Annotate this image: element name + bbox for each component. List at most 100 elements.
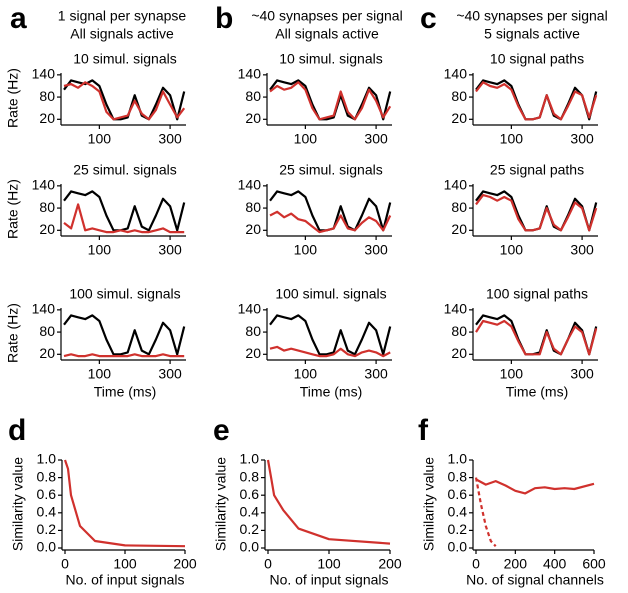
x-tick-label: 100 — [500, 242, 524, 258]
y-tick-label: 140 — [238, 177, 262, 193]
data-line — [63, 190, 186, 232]
x-axis-label: No. of signal channels — [466, 572, 604, 588]
x-tick-label: 100 — [294, 242, 318, 258]
x-tick-label: 300 — [570, 131, 594, 147]
y-tick-label: 140 — [444, 66, 468, 82]
data-line — [475, 190, 598, 232]
y-tick-label: 0.4 — [448, 504, 468, 520]
y-tick-label: 20 — [451, 110, 467, 126]
y-tick-label: 20 — [451, 345, 467, 361]
x-tick-label: 300 — [364, 366, 388, 382]
x-axis-label: Time (ms) — [300, 384, 362, 400]
data-line — [63, 203, 185, 234]
y-tick-label: 20 — [245, 110, 261, 126]
panel-heading: ~40 synapses per signal — [251, 8, 402, 24]
plot-title: 25 simul. signals — [73, 162, 177, 178]
panel-heading: All signals active — [275, 26, 379, 42]
y-tick-label: 0.8 — [448, 468, 468, 484]
y-tick-label: 0.0 — [448, 539, 468, 555]
y-tick-label: 1.0 — [448, 451, 468, 467]
y-tick-label: 20 — [245, 221, 261, 237]
data-line — [63, 79, 186, 121]
y-tick-label: 0.8 — [240, 468, 260, 484]
plot-title: 100 simul. signals — [275, 286, 386, 302]
x-tick-label: 100 — [88, 366, 112, 382]
y-tick-label: 0.2 — [448, 521, 468, 537]
y-tick-label: 80 — [245, 88, 261, 104]
data-line — [266, 459, 391, 545]
y-tick-label: 80 — [451, 88, 467, 104]
plot-title: 25 simul. signals — [279, 162, 383, 178]
x-tick-label: 400 — [543, 556, 567, 572]
x-axis-label: Time (ms) — [506, 384, 568, 400]
data-line — [475, 319, 598, 356]
panel-letter: d — [8, 414, 26, 447]
y-tick-label: 20 — [451, 221, 467, 237]
y-tick-label: 140 — [32, 177, 56, 193]
x-tick-label: 100 — [500, 131, 524, 147]
data-line — [63, 81, 186, 121]
x-tick-label: 0 — [61, 556, 69, 572]
panel-letter: f — [418, 414, 429, 447]
y-tick-label: 0.0 — [37, 539, 57, 555]
y-tick-label: 0.2 — [240, 521, 260, 537]
panel-letter: b — [215, 2, 233, 35]
x-axis-label: No. of input signals — [269, 572, 388, 588]
x-tick-label: 200 — [173, 556, 197, 572]
plot-title: 10 simul. signals — [73, 51, 177, 67]
x-tick-label: 200 — [504, 556, 528, 572]
data-line — [63, 314, 186, 356]
panel-heading: ~40 synapses per signal — [456, 8, 607, 24]
data-line — [475, 478, 595, 495]
y-tick-label: 80 — [451, 323, 467, 339]
plot-title: 10 simul. signals — [279, 51, 383, 67]
plot-title: 10 signal paths — [490, 51, 584, 67]
y-tick-label: 0.4 — [37, 504, 57, 520]
panel-letter: e — [213, 414, 230, 447]
data-line — [269, 79, 392, 121]
x-tick-label: 300 — [364, 131, 388, 147]
data-line — [475, 194, 598, 232]
panel-heading: 1 signal per synapse — [58, 8, 187, 24]
y-tick-label: 80 — [39, 88, 55, 104]
x-tick-label: 0 — [472, 556, 480, 572]
y-tick-label: 80 — [245, 199, 261, 215]
y-tick-label: 1.0 — [240, 451, 260, 467]
y-axis-label: Similarity value — [421, 457, 437, 551]
x-tick-label: 100 — [294, 131, 318, 147]
y-tick-label: 140 — [238, 66, 262, 82]
plot-title: 100 simul. signals — [69, 286, 180, 302]
y-tick-label: 140 — [444, 177, 468, 193]
x-tick-label: 300 — [158, 242, 182, 258]
plot-title: 25 signal paths — [490, 162, 584, 178]
data-line — [269, 314, 392, 356]
x-tick-label: 100 — [294, 366, 318, 382]
x-tick-label: 100 — [317, 556, 341, 572]
x-tick-label: 200 — [378, 556, 402, 572]
panel-letter: a — [10, 2, 27, 35]
y-tick-label: 140 — [32, 66, 56, 82]
y-axis-label: Rate (Hz) — [5, 303, 21, 363]
panel-letter: c — [420, 2, 437, 35]
y-tick-label: 20 — [39, 345, 55, 361]
y-tick-label: 80 — [451, 199, 467, 215]
x-tick-label: 300 — [158, 366, 182, 382]
y-axis-label: Similarity value — [213, 457, 229, 551]
y-tick-label: 1.0 — [37, 451, 57, 467]
y-tick-label: 0.6 — [448, 486, 468, 502]
x-tick-label: 300 — [570, 366, 594, 382]
y-axis-label: Rate (Hz) — [5, 179, 21, 239]
x-tick-label: 300 — [570, 242, 594, 258]
y-tick-label: 0.0 — [240, 539, 260, 555]
y-tick-label: 140 — [238, 301, 262, 317]
plot-title: 100 signal paths — [486, 286, 588, 302]
data-line — [63, 353, 185, 358]
y-tick-label: 20 — [39, 110, 55, 126]
panel-heading: All signals active — [70, 26, 174, 42]
y-axis-label: Similarity value — [10, 457, 26, 551]
y-tick-label: 80 — [245, 323, 261, 339]
y-tick-label: 20 — [39, 221, 55, 237]
data-line — [475, 81, 598, 121]
x-axis-label: No. of input signals — [65, 572, 184, 588]
data-line — [63, 459, 186, 548]
